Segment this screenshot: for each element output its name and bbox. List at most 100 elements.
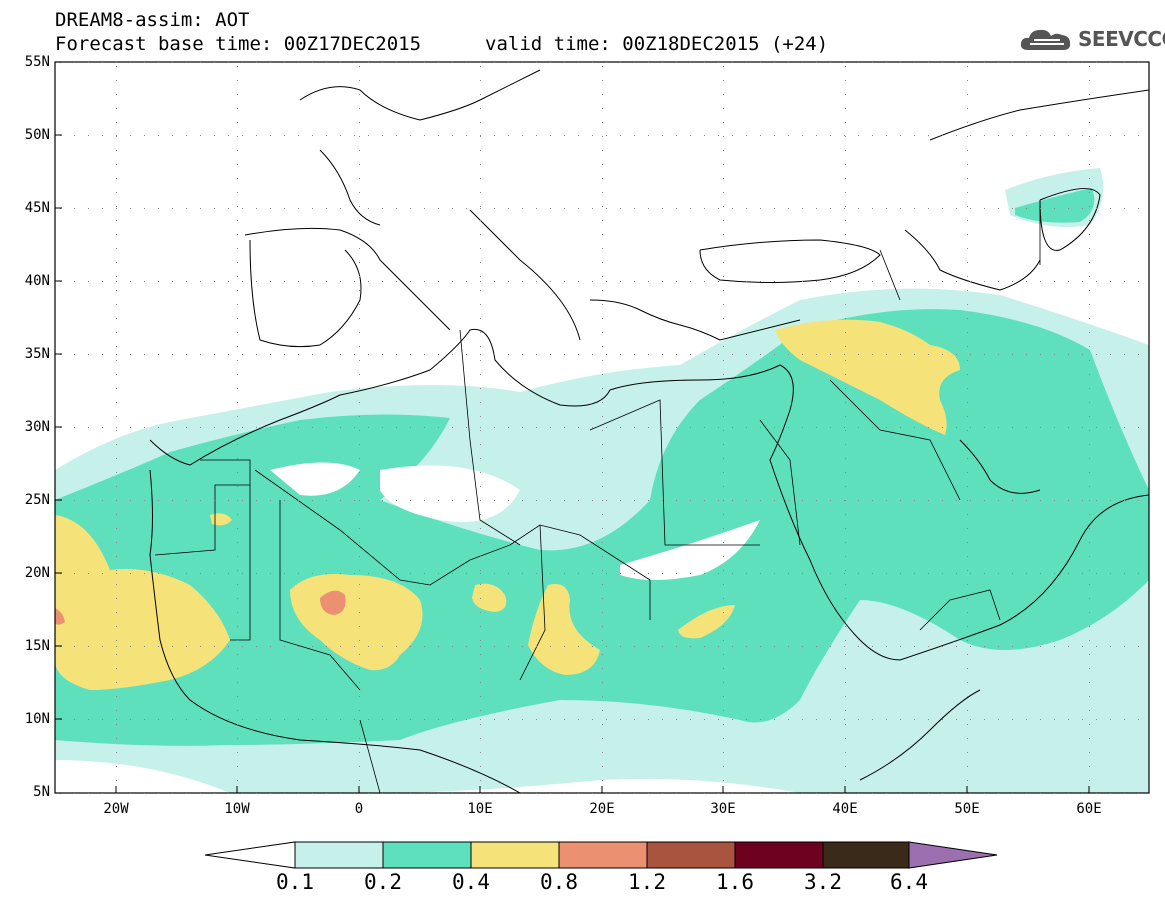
graticule-dot <box>508 281 509 282</box>
graticule-dot <box>760 500 761 501</box>
graticule-dot <box>816 135 817 136</box>
graticule-dot <box>1082 354 1083 355</box>
graticule-dot <box>967 766 968 767</box>
graticule-dot <box>466 62 467 63</box>
graticule-dot <box>228 135 229 136</box>
graticule-dot <box>480 354 481 355</box>
graticule-dot <box>237 346 238 347</box>
graticule-dot <box>1138 646 1139 647</box>
graticule-dot <box>676 719 677 720</box>
graticule-dot <box>845 598 846 599</box>
cloud-icon <box>1020 29 1071 50</box>
graticule-dot <box>359 528 360 529</box>
graticule-dot <box>1089 178 1090 179</box>
graticule-dot <box>774 281 775 282</box>
graticule-dot <box>1089 360 1090 361</box>
graticule-dot <box>830 208 831 209</box>
graticule-dot <box>237 430 238 431</box>
graticule-dot <box>648 719 649 720</box>
graticule-dot <box>1012 354 1013 355</box>
graticule-dot <box>186 573 187 574</box>
graticule-dot <box>746 62 747 63</box>
graticule-dot <box>844 793 845 794</box>
graticule-dot <box>967 276 968 277</box>
graticule-dot <box>550 208 551 209</box>
graticule-dot <box>578 281 579 282</box>
graticule-dot <box>845 150 846 151</box>
graticule-dot <box>1089 752 1090 753</box>
graticule-dot <box>466 646 467 647</box>
graticule <box>60 62 1139 794</box>
graticule-dot <box>256 427 257 428</box>
graticule-dot <box>1054 208 1055 209</box>
lat-label: 35N <box>24 346 50 362</box>
graticule-dot <box>844 354 845 355</box>
graticule-dot <box>602 528 603 529</box>
graticule-dot <box>466 719 467 720</box>
graticule-dot <box>620 646 621 647</box>
graticule-dot <box>130 208 131 209</box>
graticule-dot <box>256 793 257 794</box>
graticule-dot <box>620 500 621 501</box>
graticule-dot <box>602 416 603 417</box>
graticule-dot <box>1054 793 1055 794</box>
graticule-dot <box>746 135 747 136</box>
graticule-dot <box>802 354 803 355</box>
graticule-dot <box>1089 598 1090 599</box>
graticule-dot <box>914 354 915 355</box>
graticule-dot <box>620 62 621 63</box>
graticule-dot <box>237 122 238 123</box>
graticule-dot <box>746 354 747 355</box>
graticule-dot <box>116 354 117 355</box>
graticule-dot <box>1089 444 1090 445</box>
graticule-dot <box>144 208 145 209</box>
graticule-dot <box>872 719 873 720</box>
graticule-dot <box>480 626 481 627</box>
graticule-dot <box>237 66 238 67</box>
lon-label: 40E <box>832 801 858 817</box>
colorbar-segment <box>470 841 560 869</box>
graticule-dot <box>284 208 285 209</box>
graticule-dot <box>1124 793 1125 794</box>
graticule-dot <box>845 640 846 641</box>
graticule-dot <box>424 719 425 720</box>
graticule-dot <box>312 500 313 501</box>
graticule-dot <box>452 793 453 794</box>
graticule-dot <box>466 427 467 428</box>
graticule-dot <box>116 486 117 487</box>
graticule-dot <box>816 208 817 209</box>
graticule-dot <box>172 281 173 282</box>
graticule-dot <box>326 354 327 355</box>
graticule-dot <box>1040 793 1041 794</box>
graticule-dot <box>620 719 621 720</box>
graticule-dot <box>396 719 397 720</box>
graticule-dot <box>536 500 537 501</box>
graticule-dot <box>88 500 89 501</box>
graticule-dot <box>480 458 481 459</box>
graticule-dot <box>928 208 929 209</box>
graticule-dot <box>788 281 789 282</box>
graticule-dot <box>116 164 117 165</box>
graticule-dot <box>522 719 523 720</box>
graticule-dot <box>359 94 360 95</box>
graticule-dot <box>845 206 846 207</box>
graticule-dot <box>662 135 663 136</box>
graticule-dot <box>116 94 117 95</box>
graticule-dot <box>845 514 846 515</box>
graticule-dot <box>424 62 425 63</box>
graticule-dot <box>872 62 873 63</box>
lat-label: 15N <box>24 638 50 654</box>
graticule-dot <box>606 62 607 63</box>
graticule-dot <box>326 500 327 501</box>
graticule-dot <box>116 388 117 389</box>
graticule-dot <box>424 354 425 355</box>
graticule-dot <box>452 719 453 720</box>
graticule-dot <box>452 354 453 355</box>
graticule-dot <box>88 646 89 647</box>
graticule-dot <box>1089 374 1090 375</box>
graticule-dot <box>158 135 159 136</box>
graticule-dot <box>1124 427 1125 428</box>
graticule-dot <box>480 346 481 347</box>
graticule-dot <box>723 654 724 655</box>
graticule-dot <box>382 354 383 355</box>
